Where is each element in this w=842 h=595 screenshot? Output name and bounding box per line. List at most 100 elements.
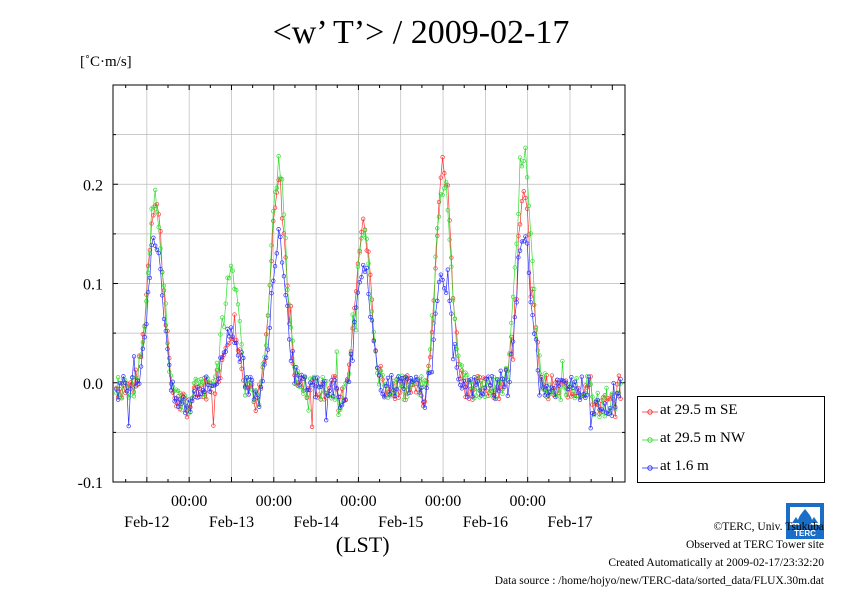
series-point-0 — [398, 390, 403, 395]
series-point-2 — [498, 368, 503, 373]
series-point-2 — [539, 374, 544, 380]
series-point-2 — [131, 354, 137, 359]
series-point-2 — [496, 388, 502, 394]
series-point-1 — [216, 368, 221, 373]
series-point-2 — [207, 389, 212, 394]
series-point-1 — [602, 414, 607, 419]
series-point-1 — [285, 287, 290, 292]
series-point-2 — [572, 379, 577, 384]
series-point-1 — [449, 264, 454, 269]
series-point-0 — [211, 423, 216, 428]
series-point-2 — [586, 374, 592, 379]
legend-label-se: at 29.5 m SE — [660, 402, 738, 418]
series-point-2 — [535, 368, 540, 373]
series-point-0 — [154, 201, 160, 207]
series-point-2 — [456, 377, 461, 382]
series-point-2 — [290, 348, 295, 354]
series-point-2 — [294, 365, 299, 370]
series-point-1 — [428, 347, 433, 352]
series-point-2 — [175, 404, 181, 409]
series-point-2 — [514, 300, 519, 305]
series-point-1 — [378, 368, 383, 373]
series-point-1 — [364, 236, 369, 242]
series-point-0 — [523, 195, 528, 201]
series-point-2 — [117, 380, 123, 386]
series-point-1 — [332, 397, 338, 402]
series-point-1 — [361, 233, 366, 238]
series-point-2 — [204, 374, 209, 379]
series-point-2 — [188, 409, 193, 415]
series-point-2 — [468, 377, 473, 382]
series-point-1 — [362, 228, 368, 233]
series-point-1 — [230, 268, 235, 273]
series-point-2 — [362, 269, 368, 275]
series-point-2 — [167, 362, 172, 367]
footer-copyright: ©TERC, Univ. Tsukuba — [713, 521, 824, 533]
series-point-2 — [331, 394, 336, 399]
series-point-2 — [354, 305, 359, 310]
series-point-1 — [214, 360, 220, 366]
series-point-2 — [459, 386, 465, 391]
series-point-2 — [182, 410, 188, 416]
series-point-0 — [440, 155, 445, 160]
series-point-2 — [530, 312, 535, 318]
series-point-1 — [218, 332, 223, 337]
series-point-2 — [537, 393, 542, 398]
series-point-2 — [179, 401, 184, 406]
series-point-2 — [223, 349, 228, 354]
series-point-0 — [428, 355, 433, 360]
series-point-2 — [248, 374, 253, 380]
series-point-0 — [438, 175, 443, 180]
series-point-1 — [334, 349, 339, 354]
series-point-0 — [264, 332, 269, 337]
series-point-1 — [269, 243, 274, 248]
series-point-2 — [334, 386, 339, 391]
series-point-0 — [359, 229, 364, 235]
series-point-2 — [241, 355, 246, 361]
series-point-1 — [613, 407, 618, 412]
series-point-2 — [452, 341, 458, 347]
series-point-1 — [235, 302, 241, 307]
chart-title: <w’ T’> / 2009-02-17 — [272, 14, 570, 51]
series-point-0 — [287, 321, 292, 326]
series-point-2 — [443, 290, 449, 296]
series-point-0 — [435, 233, 440, 239]
legend-item-nw: at 29.5 m NW — [638, 430, 824, 450]
series-point-2 — [242, 385, 248, 390]
series-point-0 — [130, 382, 135, 387]
series-point-2 — [304, 388, 309, 393]
series-point-1 — [600, 395, 606, 400]
series-point-2 — [406, 390, 412, 396]
series-point-2 — [161, 316, 167, 322]
series-point-1 — [320, 374, 325, 380]
x-date-label: Feb-12 — [124, 514, 169, 531]
series-point-0 — [283, 255, 288, 260]
series-point-2 — [216, 376, 221, 381]
series-point-2 — [274, 251, 279, 256]
series-point-0 — [616, 373, 622, 378]
series-point-1 — [433, 254, 438, 259]
series-point-1 — [156, 225, 161, 230]
series-point-1 — [429, 313, 435, 318]
series-point-2 — [606, 411, 611, 417]
series-point-2 — [590, 411, 595, 416]
series-point-2 — [396, 374, 401, 379]
series-point-0 — [454, 330, 459, 335]
series-point-2 — [309, 383, 315, 388]
series-point-0 — [403, 397, 408, 403]
series-point-0 — [549, 373, 555, 378]
series-point-1 — [200, 380, 205, 385]
series-point-2 — [359, 275, 364, 280]
series-point-2 — [401, 386, 406, 391]
grid-lines — [113, 85, 625, 482]
series-point-2 — [551, 386, 556, 391]
series-point-2 — [517, 248, 523, 253]
series-point-2 — [373, 348, 378, 353]
logo-text: TERC — [794, 529, 816, 538]
series-point-2 — [271, 278, 276, 283]
series-point-2 — [491, 393, 496, 398]
series-point-2 — [532, 331, 537, 336]
series-point-2 — [322, 378, 327, 384]
series-point-1 — [272, 189, 278, 195]
y-tick-label: 0.0 — [83, 376, 103, 393]
